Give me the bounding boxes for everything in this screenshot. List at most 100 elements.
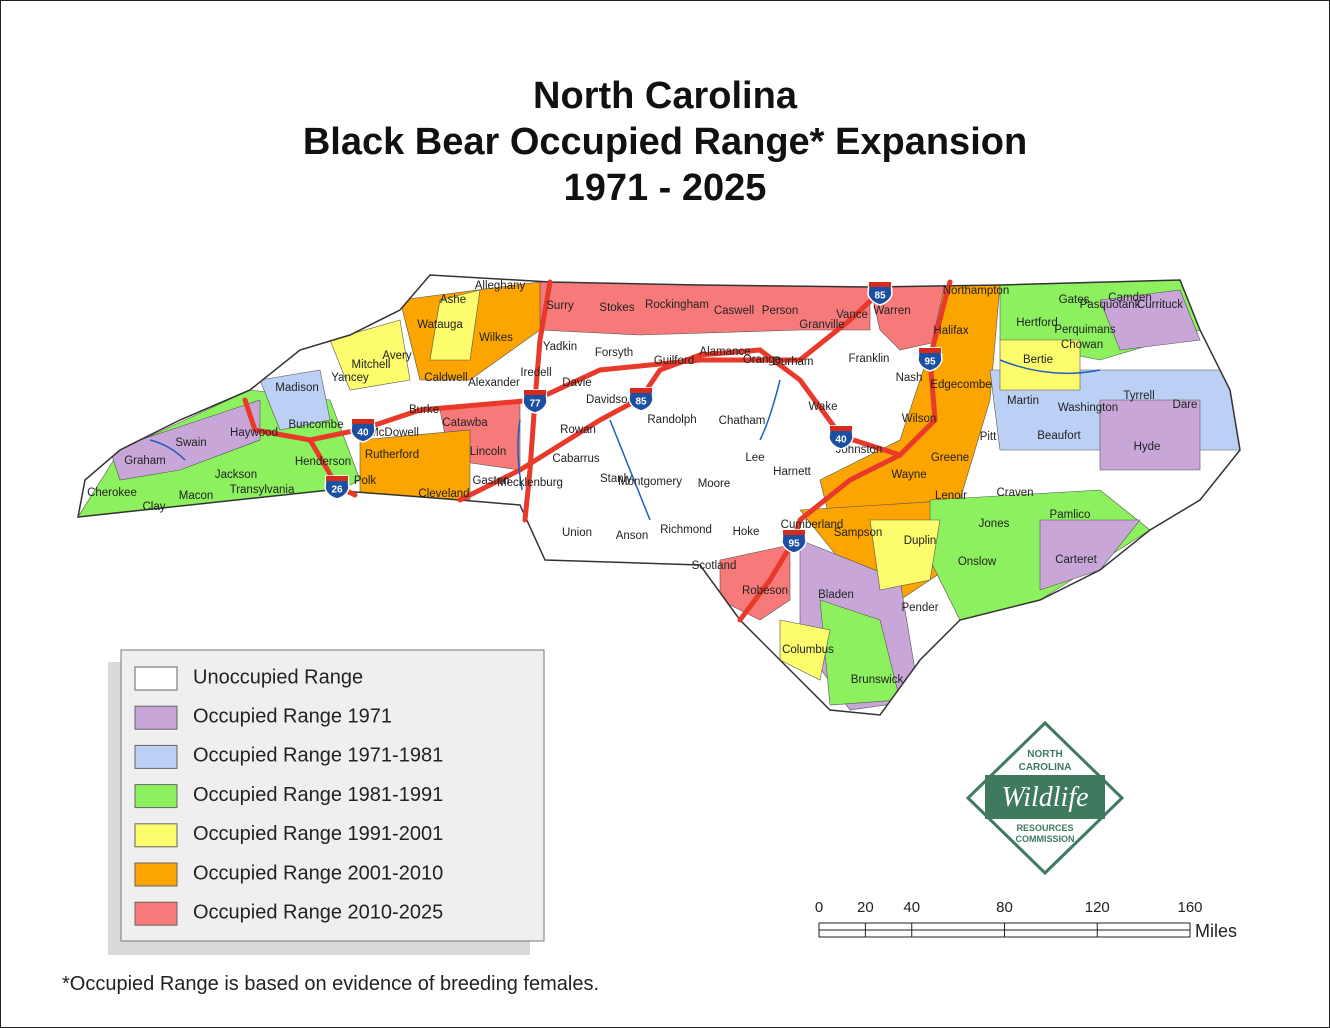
county-labels: Ashe Alleghany Surry Stokes Rockingham Caswel… [87, 280, 1197, 686]
scale-label: 160 [1177, 899, 1202, 916]
county-label: Northampton [943, 285, 1009, 297]
county-label: Robeson [742, 585, 788, 597]
scale-bar: 0 20 40 80 120 160 Miles [815, 899, 1237, 941]
river [759, 379, 781, 441]
county-label: Randolph [647, 414, 696, 426]
county-label: Chowan [1061, 339, 1103, 351]
county-label: Washington [1058, 402, 1118, 414]
county-label: Graham [124, 455, 166, 467]
logo-band [985, 775, 1105, 819]
shield-top [869, 282, 891, 287]
county-label: Avery [382, 350, 411, 362]
scale-label: 40 [903, 899, 920, 916]
title-line: North Carolina [533, 75, 798, 117]
scale-label: 80 [996, 899, 1013, 916]
county-label: Yadkin [543, 341, 577, 353]
scale-unit: Miles [1195, 921, 1237, 941]
county-label: McDowell [369, 427, 419, 439]
county-label: Lee [745, 452, 764, 464]
river [999, 359, 1101, 375]
shield [867, 281, 893, 306]
county-label: Martin [1007, 395, 1039, 407]
county-label: Cabarrus [552, 453, 600, 465]
county-label: Hoke [733, 526, 760, 538]
river [609, 419, 651, 521]
legend-label: Occupied Range 2001-2010 [193, 862, 443, 884]
county-label: Hyde [1134, 441, 1161, 453]
county-label: Mitchell [352, 359, 391, 371]
county-label: Burke [409, 404, 439, 416]
county-label: Tyrrell [1123, 390, 1154, 402]
county-label: Rutherford [365, 449, 419, 461]
county-label: Wilson [902, 413, 937, 425]
shield-top [326, 476, 348, 481]
interstate-shields: 85 95 77 85 40 40 26 95 [324, 281, 943, 554]
shield [522, 389, 548, 414]
county-label: Johnston [836, 444, 883, 456]
county-label: Macon [179, 490, 214, 502]
county-label: Beaufort [1037, 430, 1081, 442]
county-label: Richmond [660, 524, 712, 536]
title-line: Black Bear Occupied Range* Expansion [303, 121, 1027, 163]
county-label: Halifax [933, 325, 968, 337]
county-label: Guilford [654, 355, 694, 367]
region [999, 339, 1081, 391]
county-label: Gaston [472, 475, 509, 487]
shield-number: 40 [357, 428, 369, 439]
county-label: Cherokee [87, 487, 137, 499]
county-label: Alexander [468, 377, 520, 389]
county-label: Nash [896, 372, 923, 384]
county-label: Carteret [1055, 554, 1097, 566]
i40-i85b [252, 289, 883, 443]
county-label: Duplin [904, 535, 937, 547]
river [149, 439, 186, 461]
county-label: Polk [354, 475, 377, 487]
legend-label: Occupied Range 1971 [193, 705, 392, 727]
shield-top [919, 348, 941, 353]
legend-swatch [134, 823, 178, 848]
county-label: Jackson [215, 469, 257, 481]
title-line: 1971 - 2025 [564, 167, 767, 209]
county-label: Pitt [980, 431, 997, 443]
legend-swatch [134, 744, 178, 769]
county-label: Person [762, 305, 798, 317]
county-label: Mecklenburg [497, 477, 563, 489]
county-label: Anson [616, 530, 649, 542]
scale-label: 120 [1085, 899, 1110, 916]
logo-text: Wildlife [1001, 782, 1088, 813]
county-label: Catawba [442, 417, 488, 429]
region [869, 519, 941, 591]
region [779, 619, 831, 681]
county-label: Caldwell [424, 372, 467, 384]
county-label: Alamance [699, 346, 750, 358]
county-label: Transylvania [230, 484, 295, 496]
legend-swatch [134, 862, 178, 887]
logo-text: COMMISSION [1015, 834, 1074, 844]
county-label: Camden [1108, 292, 1151, 304]
legend-label: Occupied Range 1981-1991 [193, 784, 443, 806]
county-label: Vance [836, 309, 868, 321]
region [109, 399, 261, 481]
region [259, 369, 331, 431]
shield-number: 26 [331, 485, 343, 496]
scale-label: 20 [857, 899, 874, 916]
footnote: *Occupied Range is based on evidence of … [62, 973, 599, 995]
legend-label: Unoccupied Range [193, 666, 363, 688]
shield-number: 85 [874, 291, 886, 302]
county-label: Bertie [1023, 354, 1053, 366]
shield-top [630, 388, 652, 393]
county-label: Swain [175, 437, 206, 449]
scale-label: 0 [815, 899, 823, 916]
county-label: Iredell [520, 367, 551, 379]
county-label: Pamlico [1050, 509, 1091, 521]
county-label: Stanly [600, 473, 632, 485]
shield-top [830, 426, 852, 431]
rivers [149, 359, 1101, 521]
county-label: Watauga [417, 319, 463, 331]
county-label: Pasquotank [1080, 299, 1141, 311]
county-label: Rowan [560, 424, 596, 436]
county-label: Rockingham [645, 299, 709, 311]
county-label: Yancey [331, 372, 369, 384]
county-label: Brunswick [851, 674, 904, 686]
